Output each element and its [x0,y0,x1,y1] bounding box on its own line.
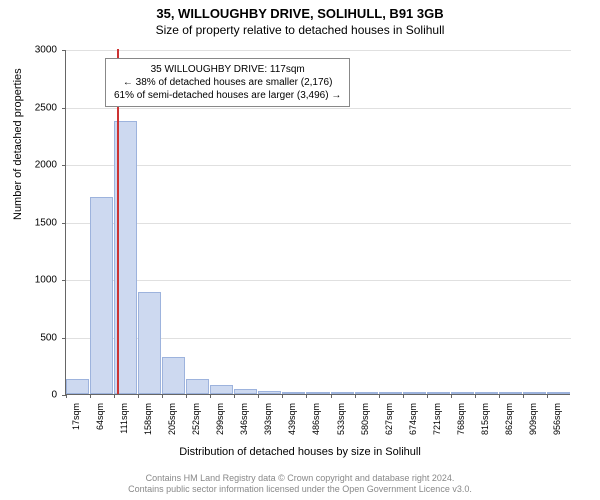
footer-line2: Contains public sector information licen… [0,484,600,496]
x-tick-mark [547,394,548,398]
histogram-bar [282,392,305,394]
y-tick-label: 3000 [22,45,57,56]
histogram-bar [306,392,329,394]
histogram-bar [547,392,570,394]
y-tick-mark [62,108,66,109]
y-tick-mark [62,165,66,166]
x-tick-label: 674sqm [408,403,418,443]
histogram-bar [355,392,378,394]
grid-line [66,223,571,224]
histogram-bar [475,392,498,394]
histogram-bar [331,392,354,394]
annotation-box: 35 WILLOUGHBY DRIVE: 117sqm ← 38% of det… [105,58,350,107]
x-tick-label: 158sqm [143,403,153,443]
y-tick-mark [62,223,66,224]
annotation-line2: ← 38% of detached houses are smaller (2,… [114,76,341,89]
y-tick-label: 1500 [22,217,57,228]
x-tick-label: 439sqm [287,403,297,443]
y-tick-label: 1000 [22,275,57,286]
histogram-bar [90,197,113,394]
histogram-bar [427,392,450,394]
footer: Contains HM Land Registry data © Crown c… [0,473,600,496]
x-tick-label: 627sqm [384,403,394,443]
histogram-bar [138,292,161,394]
histogram-bar [403,392,426,394]
x-tick-label: 580sqm [360,403,370,443]
y-axis-label: Number of detached properties [12,68,24,220]
x-tick-label: 533sqm [336,403,346,443]
footer-line1: Contains HM Land Registry data © Crown c… [0,473,600,485]
x-tick-label: 393sqm [263,403,273,443]
x-tick-label: 17sqm [71,403,81,443]
x-tick-label: 862sqm [504,403,514,443]
y-tick-mark [62,338,66,339]
x-axis-label: Distribution of detached houses by size … [0,446,600,458]
x-tick-mark [306,394,307,398]
x-tick-mark [210,394,211,398]
histogram-bar [162,357,185,394]
grid-line [66,280,571,281]
x-tick-mark [475,394,476,398]
y-tick-mark [62,280,66,281]
x-tick-label: 768sqm [456,403,466,443]
grid-line [66,108,571,109]
x-tick-mark [282,394,283,398]
chart-title: 35, WILLOUGHBY DRIVE, SOLIHULL, B91 3GB [0,0,600,21]
x-tick-label: 111sqm [119,403,129,443]
chart-subtitle: Size of property relative to detached ho… [0,21,600,37]
histogram-bar [234,389,257,394]
histogram-bar [523,392,546,394]
x-tick-mark [234,394,235,398]
x-tick-label: 346sqm [239,403,249,443]
histogram-bar [186,379,209,394]
histogram-bar [66,379,89,394]
x-tick-mark [331,394,332,398]
histogram-bar [499,392,522,394]
x-tick-label: 815sqm [480,403,490,443]
x-tick-mark [138,394,139,398]
x-tick-mark [379,394,380,398]
grid-line [66,165,571,166]
x-tick-mark [162,394,163,398]
x-tick-mark [66,394,67,398]
x-tick-mark [523,394,524,398]
x-tick-mark [186,394,187,398]
y-tick-label: 500 [22,332,57,343]
histogram-bar [379,392,402,394]
histogram-bar [258,391,281,394]
y-tick-label: 0 [22,390,57,401]
annotation-line1: 35 WILLOUGHBY DRIVE: 117sqm [114,63,341,76]
x-tick-label: 721sqm [432,403,442,443]
x-tick-mark [258,394,259,398]
x-tick-label: 205sqm [167,403,177,443]
y-tick-label: 2500 [22,102,57,113]
annotation-line3: 61% of semi-detached houses are larger (… [114,89,341,102]
x-tick-mark [427,394,428,398]
x-tick-label: 299sqm [215,403,225,443]
x-tick-label: 64sqm [95,403,105,443]
x-tick-mark [451,394,452,398]
histogram-bar [451,392,474,394]
x-tick-label: 252sqm [191,403,201,443]
chart-container: 35, WILLOUGHBY DRIVE, SOLIHULL, B91 3GB … [0,0,600,500]
x-tick-label: 909sqm [528,403,538,443]
grid-line [66,50,571,51]
histogram-bar [210,385,233,394]
x-tick-mark [114,394,115,398]
y-tick-mark [62,50,66,51]
x-tick-mark [355,394,356,398]
x-tick-label: 486sqm [311,403,321,443]
x-tick-mark [403,394,404,398]
y-tick-label: 2000 [22,160,57,171]
x-tick-label: 956sqm [552,403,562,443]
x-tick-mark [499,394,500,398]
x-tick-mark [90,394,91,398]
